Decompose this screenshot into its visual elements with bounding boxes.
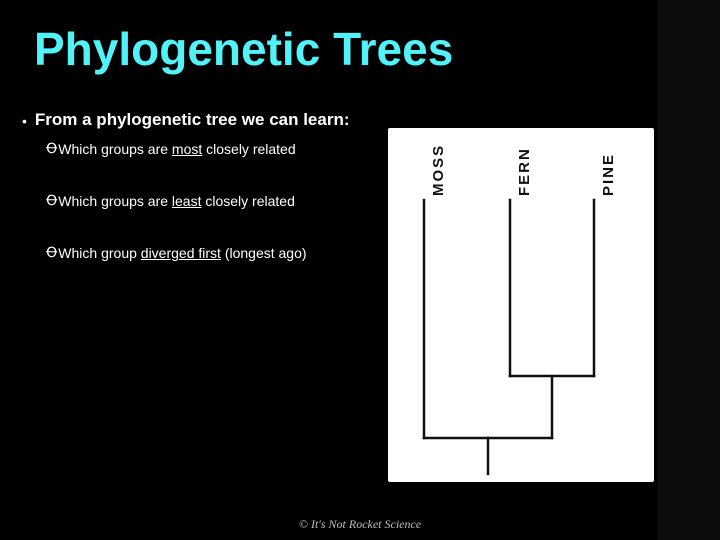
main-bullet-text: From a phylogenetic tree we can learn: [35, 110, 350, 130]
sub-item-1-text: Which groups are most closely related [58, 141, 295, 157]
sub-item-2: Ꝋ Which groups are least closely related [46, 192, 295, 209]
taxon-label-pine: PINE [600, 153, 617, 196]
link-icon: Ꝋ [46, 140, 57, 157]
sub-item-2-text: Which groups are least closely related [58, 193, 295, 209]
taxon-label-fern: FERN [516, 147, 533, 196]
link-icon: Ꝋ [46, 192, 57, 209]
sub-item-3: Ꝋ Which group diverged first (longest ag… [46, 244, 307, 261]
bullet-icon: • [22, 110, 27, 132]
sub-item-3-text: Which group diverged first (longest ago) [58, 245, 306, 261]
link-icon: Ꝋ [46, 244, 57, 261]
slide-title: Phylogenetic Trees [34, 22, 453, 76]
slide: Phylogenetic Trees • From a phylogenetic… [0, 0, 720, 540]
footer-credit: © It's Not Rocket Science [0, 517, 720, 532]
taxon-label-moss: MOSS [430, 144, 447, 196]
main-bullet: • From a phylogenetic tree we can learn: [22, 110, 350, 132]
right-band [658, 0, 720, 540]
sub-item-1: Ꝋ Which groups are most closely related [46, 140, 296, 157]
